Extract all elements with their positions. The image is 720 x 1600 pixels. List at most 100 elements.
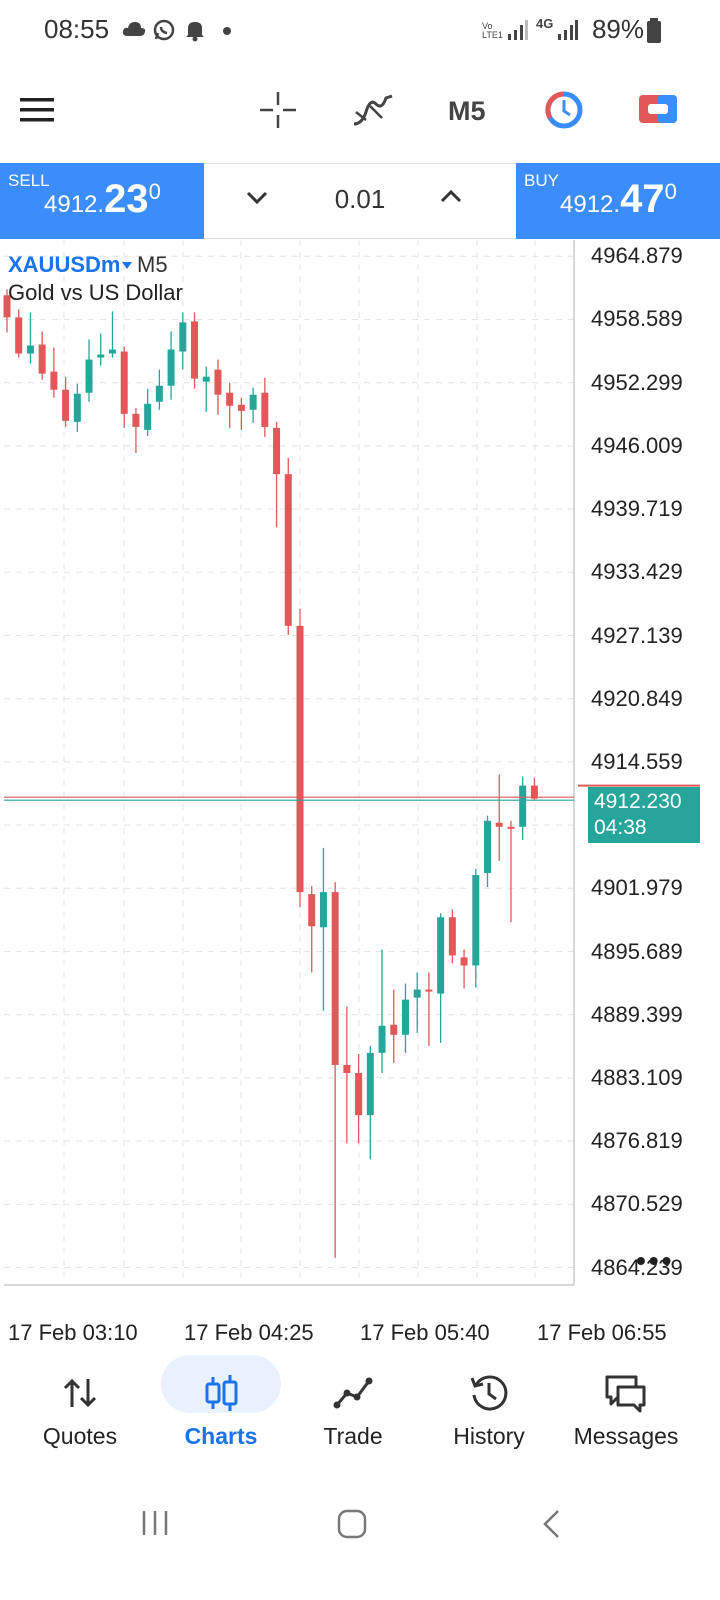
candle-body <box>484 820 492 874</box>
candle-body <box>202 376 210 382</box>
candle-body <box>413 989 421 998</box>
sell-price-big: 23 <box>104 177 149 221</box>
price-axis-label: 4914.559 <box>591 748 683 774</box>
candle-body <box>249 394 257 410</box>
chart-more-options-button[interactable]: ••• <box>636 1245 675 1276</box>
candle-body <box>437 917 445 994</box>
tab-messages[interactable]: Messages <box>554 1355 698 1465</box>
candle-body <box>366 1052 374 1116</box>
price-axis-label: 4964.879 <box>591 243 683 269</box>
buy-price-sup: 0 <box>664 179 677 204</box>
lot-size-value[interactable]: 0.01 <box>334 184 386 214</box>
buy-price: 4912.470 <box>560 177 677 222</box>
cloud-icon <box>122 22 146 36</box>
timeframe-button[interactable]: M5 <box>448 96 486 126</box>
candle-countdown: 04:38 <box>594 815 647 839</box>
tab-history[interactable]: History <box>417 1355 561 1465</box>
signal-icon-2 <box>558 20 578 40</box>
sell-price-sup: 0 <box>148 179 161 204</box>
one-click-trading-icon[interactable] <box>544 90 584 130</box>
candle-body <box>97 354 105 358</box>
price-axis-label: 4946.009 <box>591 432 683 458</box>
candle-body <box>401 999 409 1035</box>
dot-icon <box>223 27 231 35</box>
time-axis-label: 17 Feb 04:25 <box>184 1320 314 1345</box>
candle-body <box>237 404 245 411</box>
candle-body <box>319 892 327 928</box>
price-axis-label: 4883.109 <box>591 1064 683 1090</box>
candle-body <box>495 822 503 827</box>
candle-body <box>214 369 222 395</box>
candle-body <box>273 427 281 475</box>
candle-body <box>355 1072 363 1116</box>
price-chart[interactable]: XAUUSDm M5 Gold vs US Dollar 4964.879 495… <box>0 240 720 1350</box>
candle-body <box>155 385 163 402</box>
price-axis-label: 4933.429 <box>591 559 683 585</box>
candle-body <box>425 989 433 992</box>
candle-body <box>179 322 187 352</box>
lot-increase-chevron-up-icon[interactable] <box>440 188 462 204</box>
candle-body <box>120 351 128 414</box>
candle-body <box>108 349 116 354</box>
recent-apps-icon[interactable] <box>140 1508 170 1538</box>
candle-body <box>62 389 70 421</box>
status-bar: 08:55 Vo LTE1 4G 89% <box>0 0 720 62</box>
volte-label: Vo LTE1 <box>482 21 503 40</box>
quotes-arrows-icon <box>63 1378 97 1408</box>
candle-body <box>132 413 140 427</box>
tab-quotes[interactable]: Quotes <box>8 1355 152 1465</box>
price-axis-label: 4870.529 <box>591 1191 683 1217</box>
tab-quotes-label: Quotes <box>42 1423 118 1449</box>
back-icon[interactable] <box>540 1508 564 1540</box>
candle-body <box>378 1025 386 1053</box>
price-axis-label: 4889.399 <box>591 1001 683 1027</box>
tab-messages-label: Messages <box>573 1423 679 1449</box>
sell-button[interactable]: SELL 4912.230 <box>0 163 204 239</box>
candle-body <box>191 321 199 379</box>
price-axis-label: 4927.139 <box>591 622 683 648</box>
candlestick-chart[interactable] <box>0 240 720 1350</box>
signal-icon <box>508 20 528 40</box>
symbol-dropdown-icon[interactable] <box>122 260 132 270</box>
bottom-navigation: Quotes Charts Trade History Messages <box>0 1355 720 1485</box>
price-axis-label: 4895.689 <box>591 938 683 964</box>
symbol-description: Gold vs US Dollar <box>8 280 183 305</box>
candle-body <box>472 875 480 966</box>
candle-body <box>50 371 58 390</box>
trade-line-icon <box>333 1377 373 1409</box>
crosshair-icon[interactable] <box>258 90 298 130</box>
status-time: 08:55 <box>44 14 110 44</box>
chart-toolbar: M5 <box>0 62 720 162</box>
price-axis-label: 4920.849 <box>591 685 683 711</box>
price-axis-label: 4958.589 <box>591 306 683 332</box>
price-axis-label: 4952.299 <box>591 369 683 395</box>
messages-chat-icon <box>605 1375 646 1413</box>
buy-price-big: 47 <box>620 177 665 221</box>
buy-label: BUY <box>524 171 559 190</box>
candle-body <box>38 344 46 374</box>
buy-button[interactable]: BUY 4912.470 <box>516 163 720 239</box>
candle-body <box>519 785 527 827</box>
symbol-name[interactable]: XAUUSDm <box>8 252 121 277</box>
candle-body <box>85 359 93 393</box>
candle-body <box>284 474 292 626</box>
hamburger-menu-icon[interactable] <box>20 96 56 124</box>
candle-body <box>296 625 304 893</box>
battery-icon <box>647 18 661 43</box>
tab-charts[interactable]: Charts <box>149 1355 293 1465</box>
trade-toggle-icon[interactable] <box>638 94 678 124</box>
system-navigation-bar <box>0 1500 720 1600</box>
charts-candles-icon <box>205 1375 238 1411</box>
time-axis-label: 17 Feb 03:10 <box>8 1320 138 1345</box>
candle-body <box>530 785 538 799</box>
indicators-icon[interactable] <box>352 90 394 130</box>
home-icon[interactable] <box>336 1508 368 1540</box>
time-axis-label: 17 Feb 05:40 <box>360 1320 490 1345</box>
lot-decrease-chevron-down-icon[interactable] <box>246 190 268 206</box>
sell-price: 4912.230 <box>44 177 161 222</box>
candle-body <box>331 892 339 1065</box>
tab-trade[interactable]: Trade <box>281 1355 425 1465</box>
sell-price-main: 4912. <box>44 191 105 218</box>
candle-body <box>343 1064 351 1073</box>
whatsapp-icon <box>153 19 175 41</box>
